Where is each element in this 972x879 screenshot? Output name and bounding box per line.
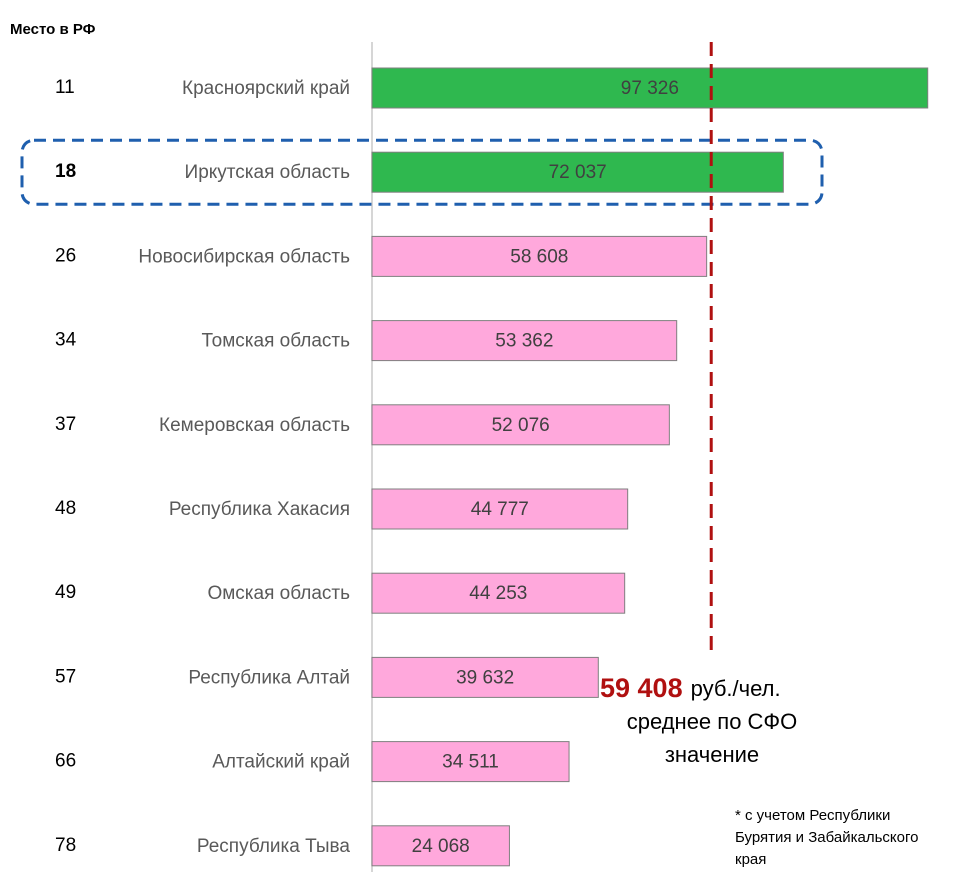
category-label: Новосибирская область (138, 246, 350, 267)
value-label: 58 608 (510, 246, 568, 267)
rank: 78 (55, 835, 76, 856)
rank: 48 (55, 498, 76, 519)
footnote: Бурятия и Забайкальского (735, 829, 918, 846)
bar (371, 320, 678, 362)
highlight-frame (20, 138, 824, 206)
reference-value: 59 408 (600, 673, 683, 703)
value-label: 97 326 (621, 78, 679, 99)
rank: 66 (55, 751, 76, 772)
value-label: 24 068 (412, 836, 470, 857)
category-label: Кемеровская область (159, 415, 350, 436)
value-label: 44 777 (471, 499, 529, 520)
rank: 37 (55, 414, 76, 435)
footnote: края (735, 851, 766, 868)
reference-text: среднее по СФО (627, 709, 798, 734)
category-label: Красноярский край (182, 78, 350, 99)
value-label: 53 362 (495, 331, 553, 352)
bar (371, 235, 708, 277)
rank: 57 (55, 666, 76, 687)
bar (371, 825, 510, 867)
reference-label: 59 408 руб./чел. (600, 673, 781, 703)
bar (371, 404, 670, 446)
category-label: Омская область (207, 583, 350, 604)
bar (371, 656, 599, 698)
reference-text: значение (665, 742, 759, 767)
rank: 34 (55, 330, 77, 351)
bar (371, 572, 626, 614)
bar (371, 488, 629, 530)
category-label: Республика Тыва (197, 836, 351, 857)
rank: 49 (55, 582, 76, 603)
category-label: Республика Хакасия (169, 499, 350, 520)
category-label: Республика Алтай (188, 667, 350, 688)
footnote: * с учетом Республики (735, 807, 890, 824)
value-label: 44 253 (469, 583, 527, 604)
rank: 11 (55, 77, 75, 98)
value-label: 52 076 (492, 415, 550, 436)
bar (371, 151, 784, 193)
rank: 26 (55, 245, 76, 266)
reference-unit: руб./чел. (691, 676, 781, 701)
value-label: 39 632 (456, 667, 514, 688)
category-label: Иркутская область (185, 162, 351, 183)
rank-header: Место в РФ (10, 21, 96, 38)
category-label: Томская область (202, 331, 351, 352)
value-label: 72 037 (549, 162, 607, 183)
bar (371, 67, 929, 109)
rank: 18 (55, 161, 76, 182)
category-label: Алтайский край (212, 752, 350, 773)
value-label: 34 511 (442, 752, 499, 773)
bar (371, 741, 570, 783)
